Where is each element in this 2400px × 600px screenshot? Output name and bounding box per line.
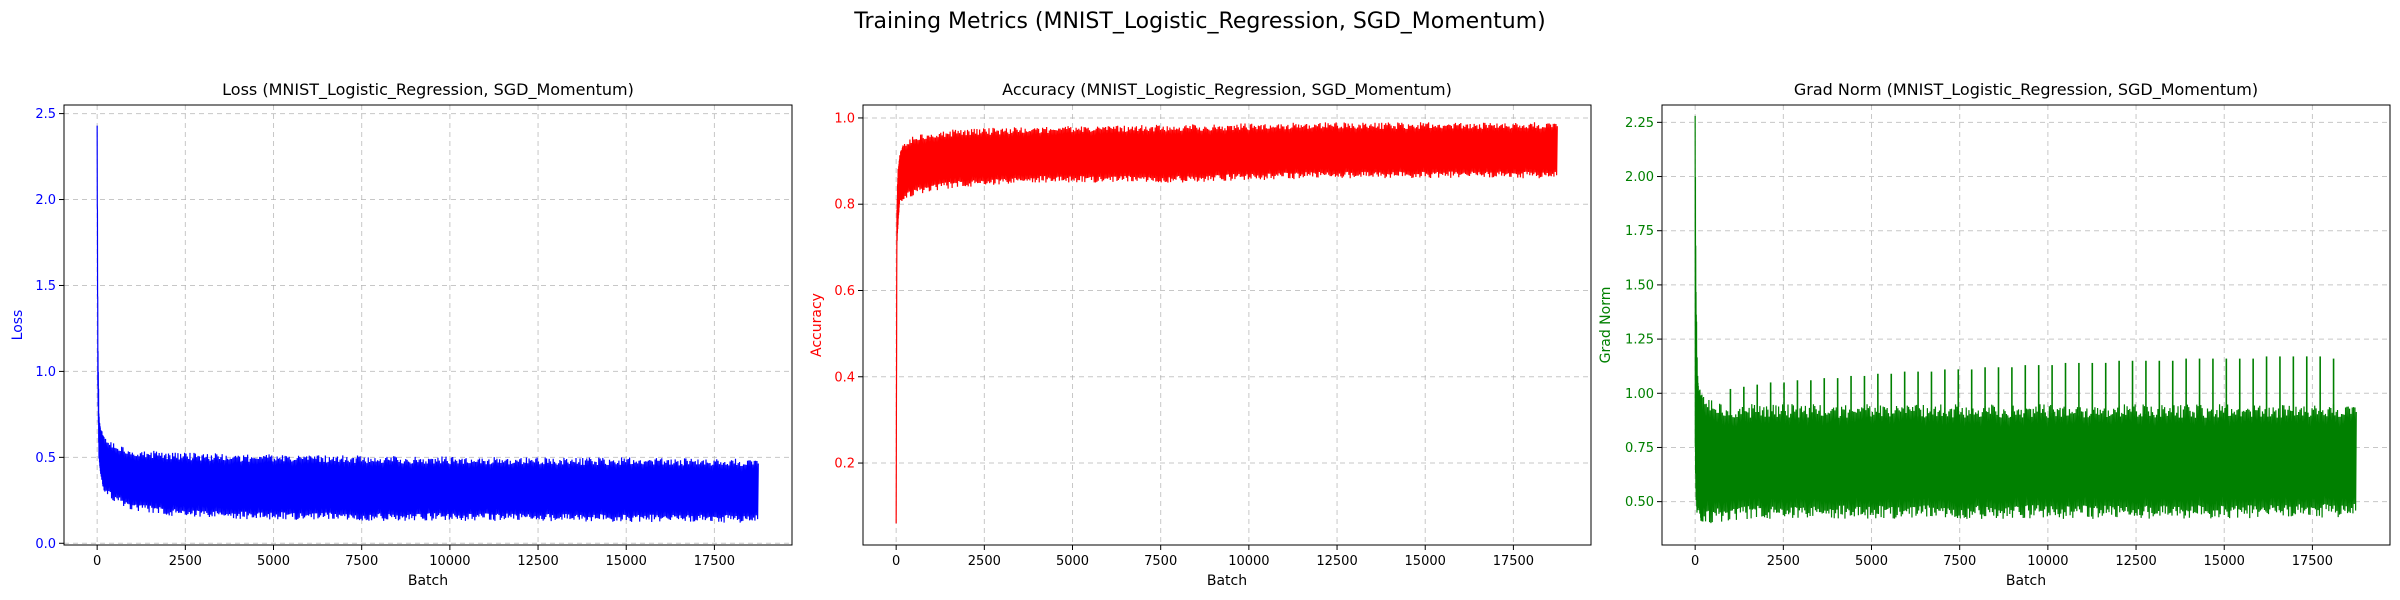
grad-norm-y-tick-label: 0.50 <box>1625 495 1654 510</box>
loss-x-tick-label: 7500 <box>345 554 378 569</box>
grad-norm-subplot: 0 2500 5000 7500 10000 12500 15000 17500 0.50 0.7… <box>1598 80 2391 589</box>
grad-norm-y-axis-label: Grad Norm <box>1598 287 1614 364</box>
accuracy-series-line <box>895 122 1558 524</box>
loss-x-tick-label: 12500 <box>517 554 558 569</box>
loss-y-tick-label: 0.0 <box>35 537 56 552</box>
loss-y-tick-label: 2.5 <box>35 107 56 122</box>
accuracy-x-tick-label: 15000 <box>1405 554 1446 569</box>
grad-norm-x-tick-label: 17500 <box>2292 554 2333 569</box>
accuracy-x-tick-label: 2500 <box>968 554 1001 569</box>
accuracy-y-tick-label: 0.2 <box>834 457 855 472</box>
grad-norm-x-tick-label: 5000 <box>1855 554 1888 569</box>
loss-y-tick-label: 1.5 <box>35 279 56 294</box>
loss-subplot: 0 2500 5000 7500 10000 12500 15000 17500 0.0 0.5 1… <box>10 80 793 589</box>
accuracy-axes-frame <box>862 104 1592 546</box>
loss-x-tick-label: 15000 <box>606 554 647 569</box>
accuracy-x-axis-label: Batch <box>1207 573 1247 589</box>
grad-norm-series-line <box>1694 115 2357 524</box>
loss-series-line <box>96 125 759 523</box>
loss-y-tick-label: 0.5 <box>35 451 56 466</box>
accuracy-y-tick-label: 0.4 <box>834 370 855 385</box>
grad-norm-axes-frame <box>1661 104 2391 546</box>
accuracy-x-tick-label: 12500 <box>1316 554 1357 569</box>
accuracy-y-tick-label: 0.6 <box>834 284 855 299</box>
grad-norm-y-tick-label: 1.00 <box>1625 387 1654 402</box>
grad-norm-y-tick-label: 1.50 <box>1625 278 1654 293</box>
loss-y-axis-label: Loss <box>10 310 26 341</box>
grad-norm-x-tick-label: 2500 <box>1767 554 1800 569</box>
grad-norm-y-tick-label: 2.00 <box>1625 170 1654 185</box>
loss-x-tick-label: 2500 <box>169 554 202 569</box>
accuracy-y-axis-label: Accuracy <box>809 293 825 357</box>
accuracy-y-tick-label: 1.0 <box>834 111 855 126</box>
loss-x-tick-label: 10000 <box>429 554 470 569</box>
accuracy-y-tick-label: 0.8 <box>834 198 855 213</box>
accuracy-x-tick-label: 10000 <box>1228 554 1269 569</box>
grad-norm-y-tick-label: 2.25 <box>1625 116 1654 131</box>
loss-x-tick-label: 0 <box>93 554 101 569</box>
accuracy-x-tick-label: 5000 <box>1056 554 1089 569</box>
accuracy-subplot-title: Accuracy (MNIST_Logistic_Regression, SGD… <box>1002 80 1452 100</box>
accuracy-x-tick-label: 0 <box>892 554 900 569</box>
grad-norm-subplot-title: Grad Norm (MNIST_Logistic_Regression, SG… <box>1794 80 2258 100</box>
grad-norm-y-tick-label: 0.75 <box>1625 441 1654 456</box>
accuracy-x-tick-label: 17500 <box>1493 554 1534 569</box>
grad-norm-x-tick-label: 7500 <box>1943 554 1976 569</box>
loss-axes-frame <box>63 104 793 546</box>
accuracy-subplot: 0 2500 5000 7500 10000 12500 15000 17500 0.2 0.4 0… <box>809 80 1592 589</box>
loss-x-tick-label: 5000 <box>257 554 290 569</box>
loss-y-tick-label: 1.0 <box>35 365 56 380</box>
grad-norm-x-tick-label: 12500 <box>2115 554 2156 569</box>
accuracy-x-tick-label: 7500 <box>1144 554 1177 569</box>
loss-y-tick-label: 2.0 <box>35 193 56 208</box>
grad-norm-x-tick-label: 0 <box>1691 554 1699 569</box>
grad-norm-x-tick-label: 10000 <box>2027 554 2068 569</box>
loss-x-tick-label: 17500 <box>694 554 735 569</box>
grad-norm-y-tick-label: 1.25 <box>1625 333 1654 348</box>
grad-norm-x-axis-label: Batch <box>2006 573 2046 589</box>
figure-suptitle: Training Metrics (MNIST_Logistic_Regress… <box>853 9 1545 34</box>
grad-norm-x-tick-label: 15000 <box>2204 554 2245 569</box>
loss-subplot-title: Loss (MNIST_Logistic_Regression, SGD_Mom… <box>222 80 634 100</box>
grad-norm-y-tick-label: 1.75 <box>1625 224 1654 239</box>
loss-x-axis-label: Batch <box>408 573 448 589</box>
